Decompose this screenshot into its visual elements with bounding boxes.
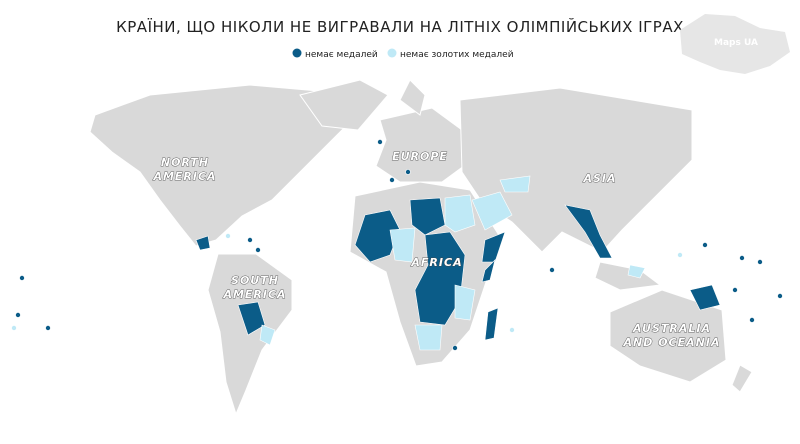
legend-swatch — [292, 48, 302, 58]
country — [354, 209, 401, 263]
country — [237, 301, 266, 336]
country — [689, 284, 721, 311]
island — [732, 287, 738, 293]
island — [739, 255, 745, 261]
region-label: EUROPE — [392, 150, 448, 163]
watermark: Maps UA — [714, 38, 758, 48]
country — [499, 175, 531, 193]
country — [471, 191, 513, 231]
legend-label: немає золотих медалей — [400, 50, 514, 60]
island — [702, 242, 708, 248]
watermark-shape — [680, 14, 790, 74]
island — [225, 233, 231, 239]
island — [749, 317, 755, 323]
region-label: ASIA — [582, 172, 616, 185]
legend-label: немає медалей — [305, 50, 378, 60]
country — [259, 324, 276, 346]
region-label: AUSTRALIA AND OCEANIA — [623, 322, 721, 349]
island — [15, 312, 21, 318]
islands — [11, 139, 783, 351]
country — [627, 264, 646, 279]
country — [564, 204, 613, 259]
country — [481, 259, 496, 283]
island — [452, 345, 458, 351]
island — [509, 327, 515, 333]
country — [195, 235, 211, 251]
land — [89, 79, 753, 416]
region-label: AFRICA — [410, 256, 462, 269]
island — [11, 325, 17, 331]
region-label: NORTH AMERICA — [152, 156, 216, 183]
island — [677, 252, 683, 258]
country — [444, 194, 476, 233]
map-title: КРАЇНИ, ЩО НІКОЛИ НЕ ВИГРАВАЛИ НА ЛІТНІХ… — [116, 17, 684, 36]
island — [377, 139, 383, 145]
country — [409, 197, 446, 236]
island — [19, 275, 25, 281]
country — [481, 231, 506, 263]
legend: немає медалей немає золотих медалей — [292, 48, 514, 60]
country — [414, 231, 466, 326]
country — [389, 227, 416, 263]
country — [454, 284, 476, 321]
island — [549, 267, 555, 273]
island — [255, 247, 261, 253]
country — [414, 324, 443, 351]
island — [405, 169, 411, 175]
region-label: SOUTH AMERICA — [222, 274, 286, 301]
island — [389, 177, 395, 183]
countries — [195, 175, 721, 351]
country — [484, 307, 499, 341]
island — [777, 293, 783, 299]
region-labels: NORTH AMERICA EUROPE ASIA AFRICA SOUTH AME… — [152, 150, 721, 350]
island — [247, 237, 253, 243]
island — [45, 325, 51, 331]
island — [757, 259, 763, 265]
legend-swatch — [387, 48, 397, 58]
